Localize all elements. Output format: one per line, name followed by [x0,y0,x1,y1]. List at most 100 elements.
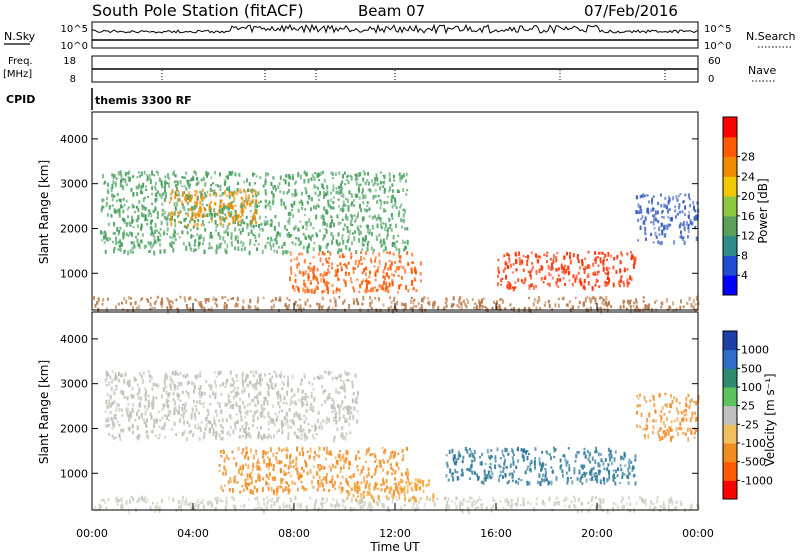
echo-cell [350,474,353,480]
echo-cell [390,486,393,491]
echo-cell [600,458,603,463]
echo-cell [135,436,138,439]
echo-cell [277,185,280,190]
echo-cell [572,253,575,258]
echo-cell [249,200,252,205]
echo-cell [212,391,215,396]
echo-cell [270,486,273,492]
echo-cell [303,395,306,401]
echo-cell [219,185,222,188]
echo-cell [281,478,284,481]
echo-cell [507,502,510,507]
echo-cell [524,470,527,475]
echo-cell [193,248,195,253]
echo-cell [314,172,317,175]
echo-cell [214,497,217,501]
echo-cell [237,404,240,407]
echo-cell [333,482,336,488]
echo-cell [541,450,544,454]
echo-cell [591,476,594,482]
echo-cell [267,384,270,390]
echo-cell [305,409,308,413]
echo-cell [190,248,193,252]
echo-cell [606,282,609,287]
echo-cell [115,236,117,242]
echo-cell [256,378,259,382]
echo-cell [363,495,366,499]
echo-cell [406,227,409,231]
echo-cell [595,474,598,479]
echo-cell [632,255,635,260]
echo-cell [211,218,213,223]
echo-cell [230,297,233,300]
echo-cell [332,201,335,204]
echo-cell [304,186,307,191]
echo-cell [221,211,224,215]
echo-cell [660,306,663,309]
echo-cell [375,289,378,292]
echo-cell [153,250,156,256]
echo-cell [633,301,636,305]
echo-cell [511,479,514,482]
echo-cell [326,395,329,401]
echo-cell [179,371,182,376]
echo-cell [526,481,529,486]
echo-cell [254,190,257,196]
echo-cell [154,188,157,191]
echo-cell [405,245,408,250]
echo-cell [132,497,135,502]
echo-cell [256,461,259,465]
echo-cell [166,306,169,309]
echo-cell [203,212,206,215]
echo-cell [295,411,298,414]
echo-cell [143,196,146,199]
echo-cell [365,287,368,293]
echo-cell [615,270,618,274]
echo-cell [326,222,328,228]
echo-cell [512,263,515,266]
echo-cell [131,232,133,237]
echo-cell [221,192,224,196]
echo-cell [537,261,540,264]
echo-cell [305,227,308,231]
echo-cell [194,190,196,193]
echo-cell [405,285,408,290]
echo-cell [609,457,612,462]
echo-cell [276,250,279,254]
echo-cell [219,188,222,191]
echo-cell [200,223,203,227]
echo-cell [237,469,240,474]
echo-cell [658,233,661,236]
echo-cell [338,417,341,422]
echo-cell [382,269,385,274]
echo-cell [540,463,543,468]
echo-cell [374,214,376,218]
echo-cell [137,416,140,420]
echo-cell [641,497,644,503]
echo-cell [557,297,560,300]
echo-cell [173,211,176,216]
echo-cell [606,508,609,514]
echo-cell [211,189,214,193]
echo-cell [518,256,521,261]
echo-cell [223,220,226,223]
echo-cell [460,306,463,310]
echo-cell [152,232,155,237]
echo-region-2 [289,250,422,295]
echo-cell [517,446,519,452]
echo-cell [501,299,504,304]
echo-cell [427,301,430,305]
echo-region-5 [93,295,700,314]
echo-cell [590,471,593,476]
echo-cell [532,302,535,307]
echo-cell [211,213,213,216]
date-label: 07/Feb/2016 [584,2,678,20]
echo-cell [222,489,225,493]
echo-cell [149,225,152,230]
echo-cell [338,248,341,252]
echo-cell [496,300,499,305]
echo-cell [252,370,255,374]
echo-cell [333,480,336,485]
echo-cell [190,413,193,419]
echo-cell [267,482,270,486]
